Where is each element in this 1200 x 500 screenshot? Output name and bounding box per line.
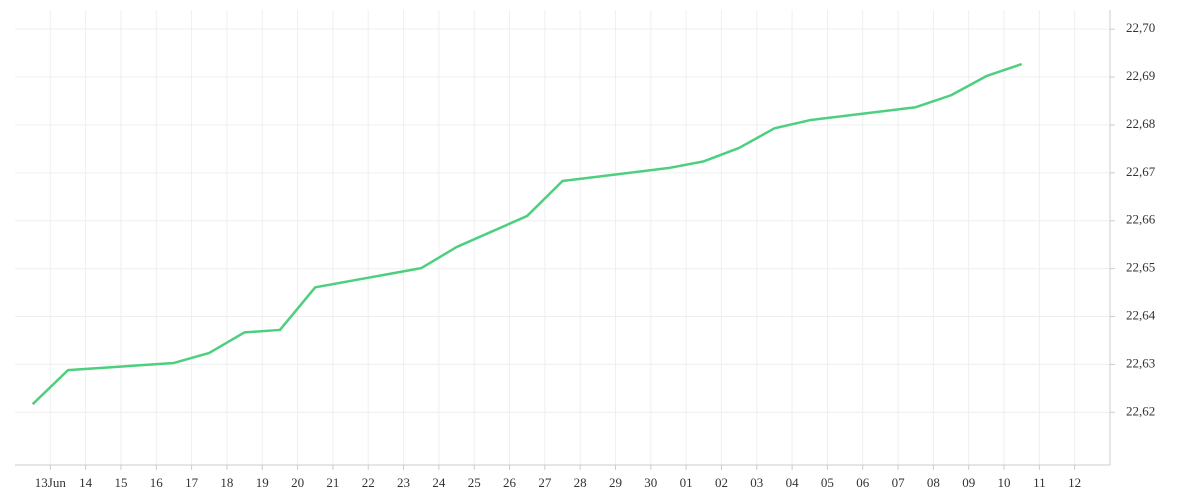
x-tick-label: 13Jun <box>35 475 67 490</box>
x-tick-label: 01 <box>680 475 693 490</box>
x-tick-label: 29 <box>609 475 622 490</box>
x-tick-label: 22 <box>362 475 375 490</box>
x-tick-label: 27 <box>538 475 552 490</box>
y-tick-label: 22,65 <box>1126 260 1155 275</box>
x-tick-label: 18 <box>220 475 233 490</box>
x-tick-label: 16 <box>150 475 164 490</box>
x-tick-label: 28 <box>574 475 587 490</box>
x-tick-label: 23 <box>397 475 410 490</box>
y-tick-label: 22,62 <box>1126 403 1155 418</box>
x-tick-label: 02 <box>715 475 728 490</box>
y-tick-label: 22,64 <box>1126 308 1156 323</box>
x-tick-label: 05 <box>821 475 834 490</box>
x-tick-label: 20 <box>291 475 304 490</box>
y-tick-label: 22,70 <box>1126 20 1155 35</box>
x-tick-label: 06 <box>856 475 870 490</box>
x-tick-label: 14 <box>79 475 93 490</box>
x-tick-label: 21 <box>326 475 339 490</box>
x-tick-label: 10 <box>998 475 1011 490</box>
x-tick-label: 25 <box>468 475 481 490</box>
x-tick-label: 17 <box>185 475 199 490</box>
x-tick-label: 11 <box>1033 475 1046 490</box>
x-tick-label: 24 <box>432 475 446 490</box>
x-tick-label: 07 <box>892 475 906 490</box>
y-tick-label: 22,68 <box>1126 116 1155 131</box>
y-tick-label: 22,67 <box>1126 164 1156 179</box>
y-tick-label: 22,66 <box>1126 212 1156 227</box>
x-tick-label: 30 <box>644 475 657 490</box>
x-tick-label: 15 <box>114 475 127 490</box>
x-tick-label: 04 <box>786 475 800 490</box>
x-tick-label: 12 <box>1068 475 1081 490</box>
x-tick-label: 08 <box>927 475 940 490</box>
x-tick-label: 03 <box>750 475 763 490</box>
x-tick-label: 26 <box>503 475 517 490</box>
y-tick-label: 22,69 <box>1126 68 1155 83</box>
x-tick-label: 19 <box>256 475 269 490</box>
line <box>31 62 1023 406</box>
x-tick-label: 09 <box>962 475 975 490</box>
y-tick-label: 22,63 <box>1126 355 1155 370</box>
